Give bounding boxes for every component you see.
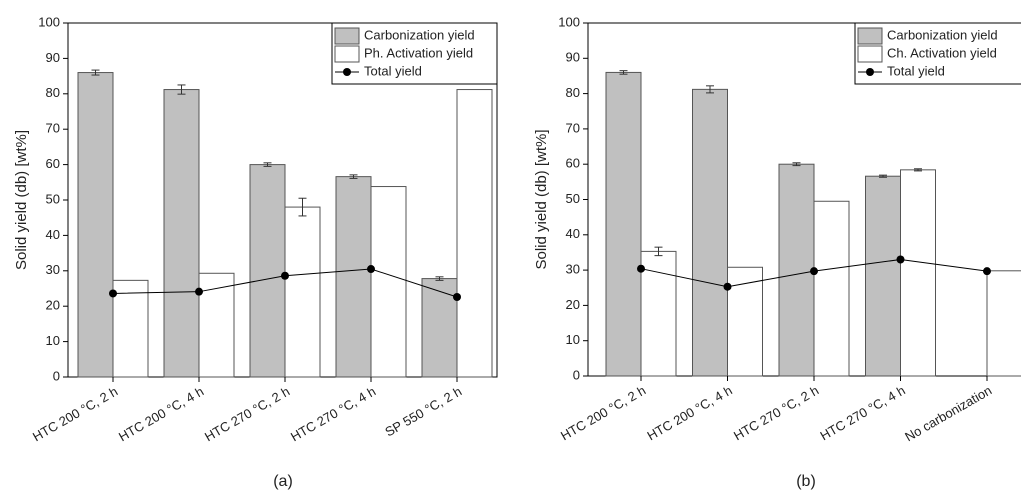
panel-label: (a)	[273, 473, 293, 490]
point	[810, 267, 818, 276]
error-bar	[619, 70, 628, 75]
point	[109, 289, 117, 298]
y-tick-label: 80	[566, 85, 580, 100]
x-tick-label: HTC 270 °C, 2 h	[202, 384, 292, 445]
point	[281, 271, 289, 280]
x-tick-label: HTC 200 °C, 2 h	[558, 383, 648, 444]
legend-marker	[866, 68, 874, 76]
x-tick-label: HTC 200 °C, 4 h	[116, 384, 206, 445]
bar	[986, 270, 1021, 377]
y-tick-label: 30	[566, 262, 580, 277]
legend-label: Ph. Activation yield	[364, 45, 473, 60]
error-bar	[792, 162, 801, 167]
x-tick-label: HTC 270 °C, 4 h	[288, 384, 378, 445]
bar	[112, 279, 149, 378]
y-tick-label: 0	[573, 367, 580, 382]
bar	[163, 89, 200, 378]
bar	[813, 200, 850, 377]
error-bar	[91, 69, 100, 76]
bar	[692, 88, 728, 377]
legend-label: Total yield	[364, 63, 422, 78]
legend-label: Carbonization yield	[364, 27, 475, 42]
x-tick-label: No carbonization	[902, 383, 994, 445]
point	[367, 265, 375, 274]
error-bar	[706, 85, 714, 94]
bar	[284, 206, 321, 378]
y-tick-label: 50	[566, 191, 580, 206]
bar	[865, 175, 901, 377]
bar	[421, 278, 458, 378]
x-tick-label: HTC 270 °C, 4 h	[817, 383, 907, 444]
point	[195, 287, 203, 296]
y-tick-label: 60	[46, 156, 60, 171]
legend-box	[854, 22, 1021, 85]
y-tick-label: 70	[566, 120, 580, 135]
bar	[335, 176, 372, 378]
x-tick-label: SP 550 °C, 2 h	[382, 384, 464, 440]
legend-swatch	[334, 27, 360, 45]
y-tick-label: 80	[46, 85, 60, 100]
point	[453, 292, 461, 301]
y-tick-label: 90	[566, 50, 580, 65]
y-axis-label: Solid yield (db) [wt%]	[533, 129, 550, 269]
x-tick-label: HTC 270 °C, 2 h	[731, 383, 821, 444]
error-bar	[298, 197, 307, 217]
bar	[249, 164, 286, 378]
error-bar	[654, 246, 663, 257]
y-tick-label: 100	[558, 14, 580, 29]
y-tick-label: 30	[46, 262, 60, 277]
legend-marker	[343, 68, 351, 76]
y-tick-label: 50	[46, 191, 60, 206]
error-bar	[879, 174, 887, 178]
legend-swatch	[334, 45, 360, 63]
bar	[900, 169, 936, 377]
legend-label: Ch. Activation yield	[887, 45, 997, 60]
y-tick-label: 0	[53, 368, 60, 383]
legend-label: Carbonization yield	[887, 27, 998, 42]
point	[983, 267, 991, 276]
bar	[456, 89, 493, 378]
y-tick-label: 10	[46, 333, 60, 348]
y-tick-label: 90	[46, 50, 60, 65]
y-tick-label: 10	[566, 332, 580, 347]
legend-label: Total yield	[887, 63, 945, 78]
y-tick-label: 60	[566, 156, 580, 171]
y-tick-label: 20	[566, 297, 580, 312]
legend-swatch	[857, 45, 883, 63]
error-bar	[349, 174, 358, 179]
y-tick-label: 40	[566, 226, 580, 241]
x-tick-label: HTC 200 °C, 2 h	[30, 384, 120, 445]
panel-label: (b)	[796, 473, 816, 490]
x-tick-label: HTC 200 °C, 4 h	[644, 383, 734, 444]
y-tick-label: 70	[46, 121, 60, 136]
bar	[77, 72, 114, 378]
y-tick-label: 100	[38, 14, 60, 29]
y-tick-label: 40	[46, 227, 60, 242]
bar	[370, 186, 407, 378]
y-tick-label: 20	[46, 298, 60, 313]
bar	[778, 163, 815, 377]
legend-swatch	[857, 27, 883, 45]
error-bar	[435, 276, 444, 281]
point	[896, 255, 905, 264]
error-bar	[177, 84, 186, 95]
point	[723, 282, 732, 291]
y-axis-label: Solid yield (db) [wt%]	[13, 130, 30, 270]
bar	[605, 71, 642, 377]
point	[637, 264, 645, 273]
error-bar	[914, 168, 922, 172]
error-bar	[263, 162, 272, 167]
